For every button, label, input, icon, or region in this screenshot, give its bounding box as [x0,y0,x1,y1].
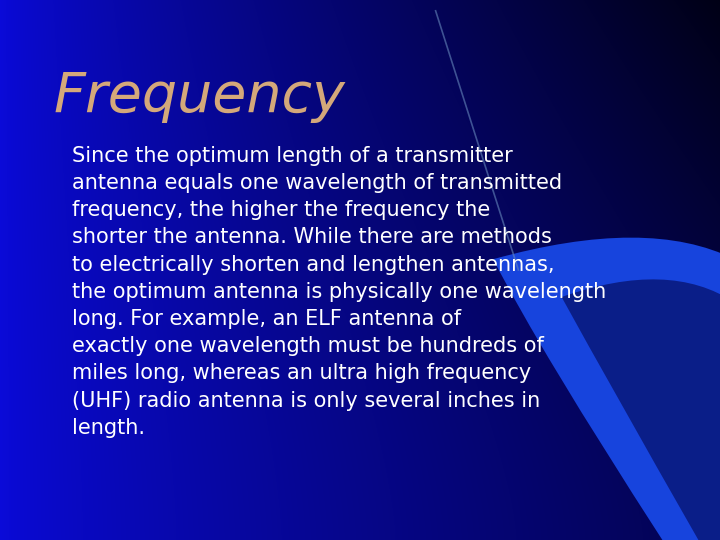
Text: Since the optimum length of a transmitter
antenna equals one wavelength of trans: Since the optimum length of a transmitte… [72,146,606,438]
PathPatch shape [562,279,720,540]
Text: Frequency: Frequency [54,70,346,123]
PathPatch shape [493,238,720,540]
